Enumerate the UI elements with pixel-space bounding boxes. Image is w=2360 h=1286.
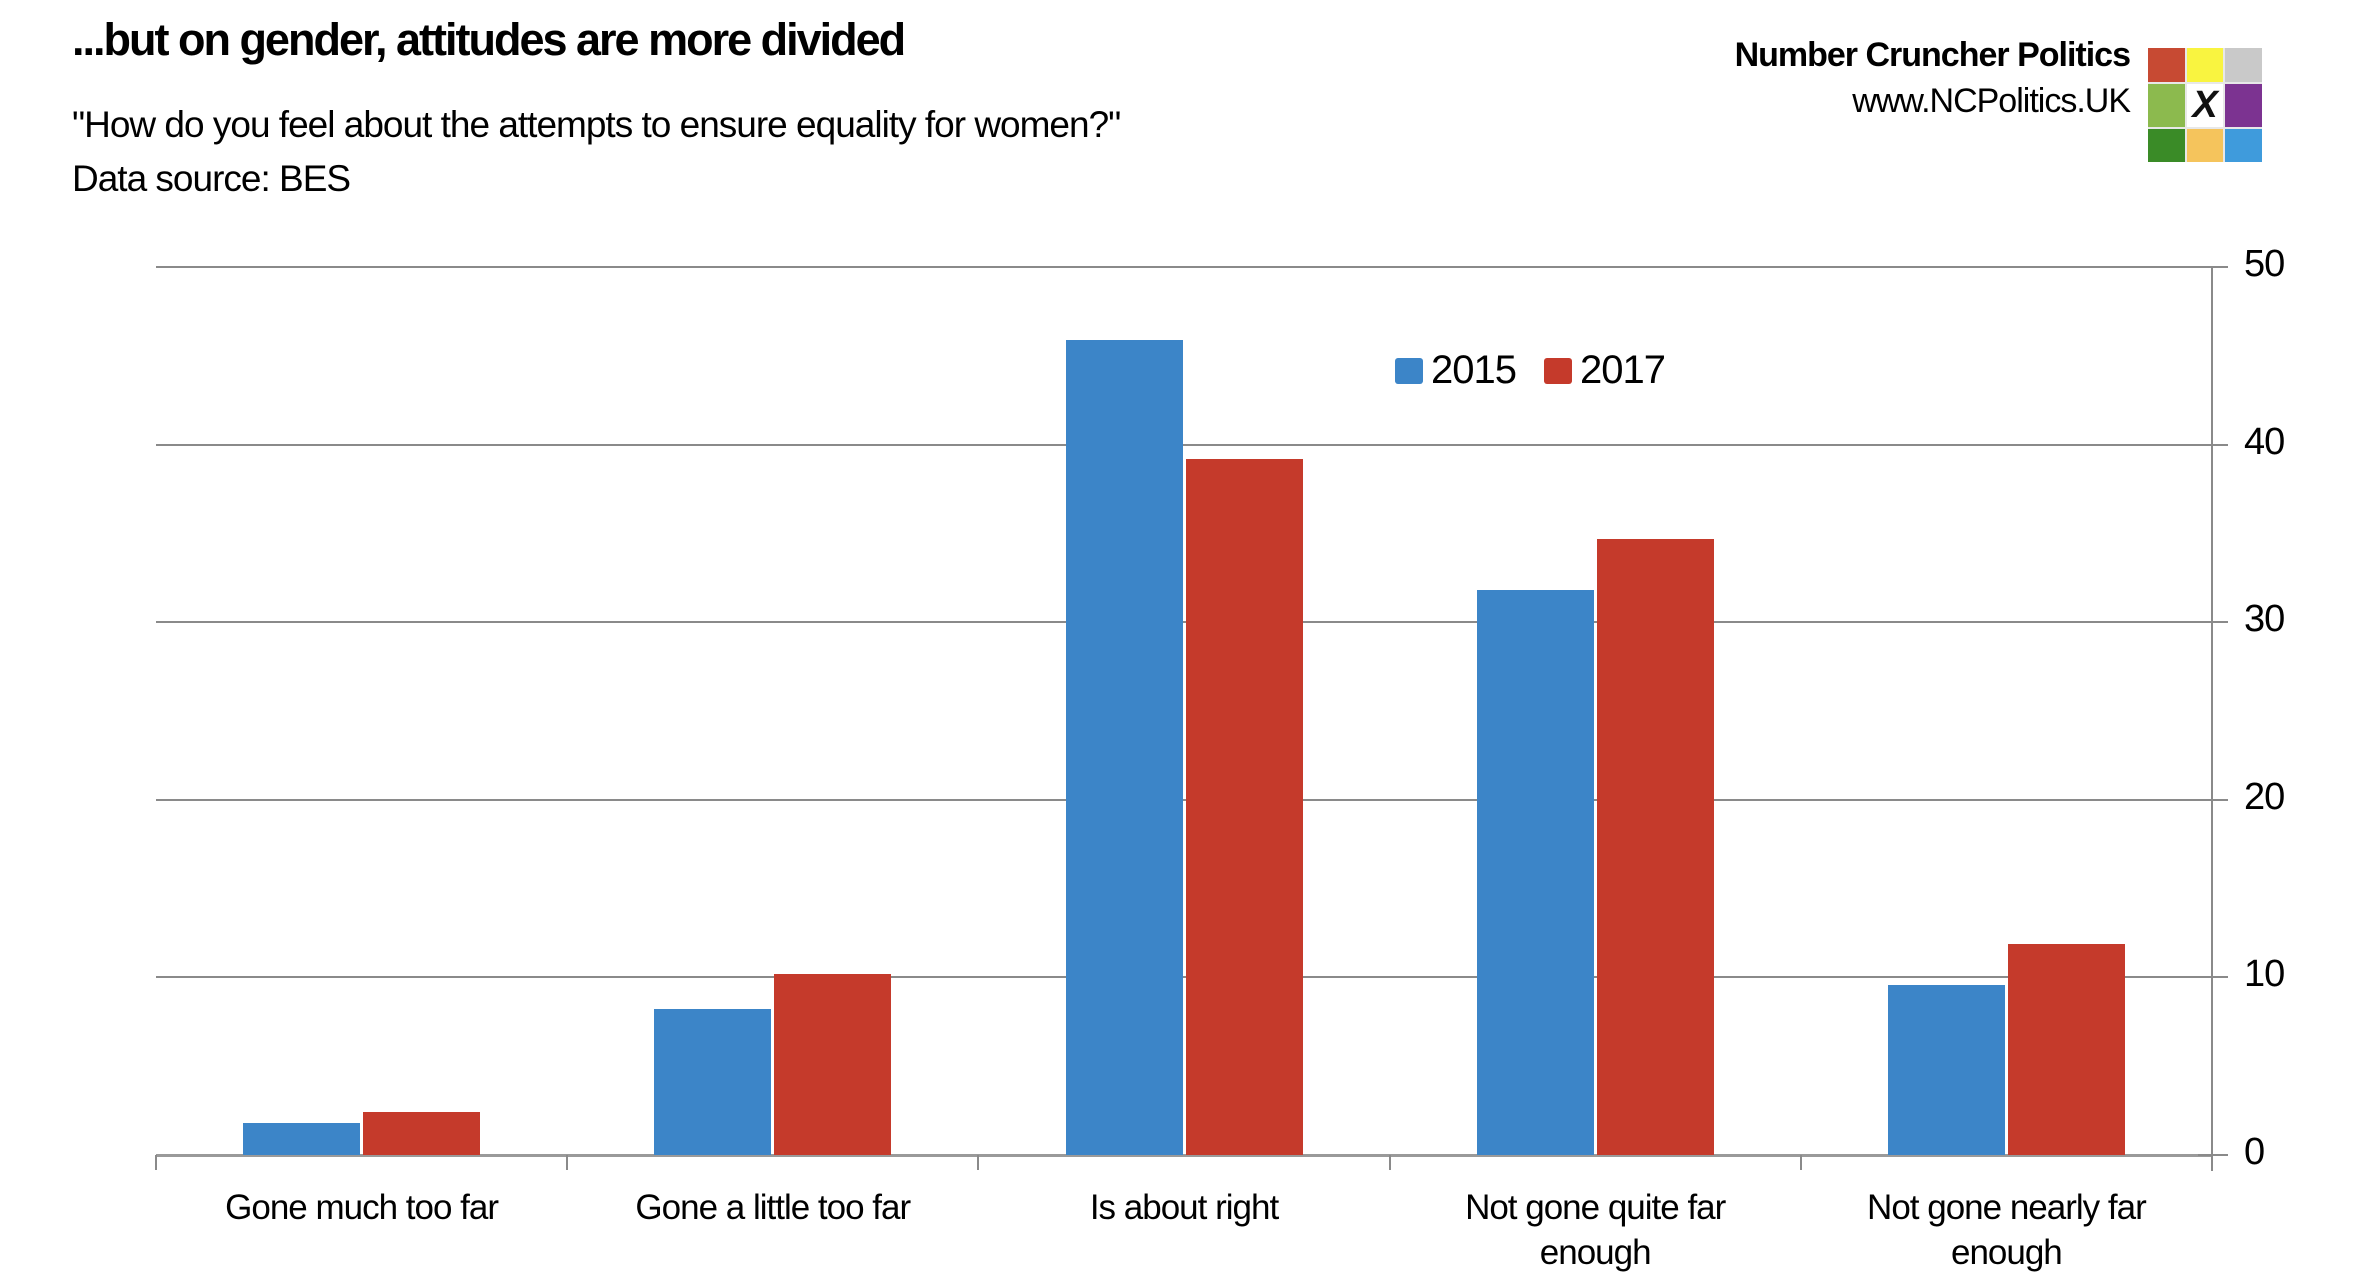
- logo-color-square: [2225, 83, 2262, 127]
- legend-label-2017: 2017: [1579, 348, 1666, 392]
- logo-color-square: [2148, 83, 2185, 127]
- y-axis-tick: [2198, 621, 2228, 624]
- y-tick-label: 0: [2244, 1131, 2265, 1173]
- ncp-logo: X: [2148, 48, 2262, 162]
- bar-2017-is-about-right: [1185, 458, 1303, 1155]
- x-axis-tick: [155, 1155, 157, 1170]
- x-tick-label: Is about right: [1089, 1188, 1279, 1227]
- y-axis-tick: [2198, 443, 2228, 446]
- x-tick-label: Not gone nearly far enough: [1867, 1188, 2147, 1272]
- y-tick-label: 20: [2244, 775, 2285, 818]
- gridline-30: [156, 621, 2212, 624]
- logo-x-icon: X: [2186, 83, 2224, 127]
- chart-legend: 2015 2017: [1395, 348, 1666, 393]
- y-axis-line: [2211, 267, 2213, 1171]
- y-axis-tick: [2198, 798, 2228, 801]
- bar-2015-gone-a-little-too-far: [654, 1009, 772, 1155]
- bar-2017-not-gone-nearly-far-enough: [2007, 943, 2125, 1155]
- x-axis-tick: [1388, 1155, 1391, 1170]
- y-tick-label: 50: [2244, 243, 2285, 285]
- logo-color-square: [2225, 48, 2262, 82]
- logo-color-square: [2186, 48, 2224, 82]
- x-tick-label: Not gone quite far enough: [1465, 1188, 1726, 1272]
- legend-swatch-2015-icon: [1395, 357, 1423, 384]
- x-axis-tick: [2211, 1155, 2213, 1170]
- y-axis-tick: [2198, 1154, 2228, 1156]
- gridline-20: [156, 798, 2212, 801]
- legend-label-2015: 2015: [1431, 348, 1517, 392]
- bar-2015-not-gone-nearly-far-enough: [1887, 984, 2005, 1155]
- legend-item-2017: 2017: [1543, 348, 1666, 393]
- x-tick-label: Gone much too far: [225, 1188, 499, 1227]
- legend-swatch-2017-icon: [1543, 357, 1572, 384]
- x-tick-label: Gone a little too far: [635, 1188, 911, 1227]
- y-tick-label: 10: [2244, 953, 2285, 996]
- gridline-10: [156, 976, 2212, 979]
- bar-2017-gone-a-little-too-far: [774, 973, 892, 1155]
- logo-color-square: [2148, 128, 2185, 162]
- y-tick-label: 40: [2244, 420, 2285, 463]
- bar-2017-not-gone-quite-far-enough: [1596, 538, 1714, 1155]
- brand-url-link[interactable]: www.NCPolitics.UK: [1852, 82, 2131, 120]
- logo-color-square: [2186, 128, 2224, 162]
- gridline-40: [156, 443, 2212, 446]
- y-tick-label: 30: [2244, 598, 2285, 641]
- x-axis-tick: [1799, 1155, 1802, 1170]
- bar-2015-not-gone-quite-far-enough: [1476, 590, 1594, 1155]
- chart-subtitle: "How do you feel about the attempts to e…: [72, 104, 1121, 145]
- bar-2015-is-about-right: [1065, 339, 1183, 1155]
- logo-color-square: [2225, 128, 2262, 162]
- x-axis-tick: [566, 1155, 569, 1170]
- gridline-50: [156, 266, 2212, 268]
- brand-name: Number Cruncher Politics: [1734, 36, 2131, 74]
- data-source-note: Data source: BES: [72, 158, 351, 199]
- bar-2015-gone-much-too-far: [243, 1123, 361, 1155]
- y-axis-tick: [2198, 266, 2228, 268]
- logo-color-square: [2148, 48, 2185, 82]
- y-axis-tick: [2198, 976, 2228, 979]
- legend-item-2015: 2015: [1395, 348, 1517, 393]
- x-axis-line: [156, 1154, 2212, 1157]
- x-axis-tick: [977, 1155, 980, 1170]
- page-title: ...but on gender, attitudes are more div…: [72, 14, 906, 65]
- bar-2017-gone-much-too-far: [363, 1112, 481, 1155]
